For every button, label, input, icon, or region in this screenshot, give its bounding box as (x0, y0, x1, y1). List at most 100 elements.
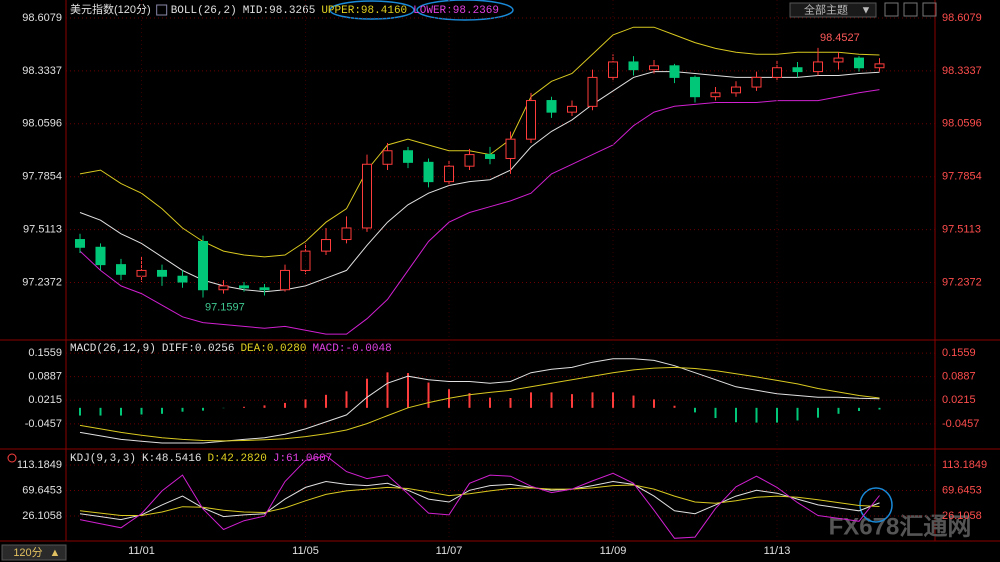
y2-tick-label: 98.3337 (942, 65, 982, 77)
line-series (79, 455, 880, 539)
high-label: 98.4527 (820, 32, 860, 44)
y-tick-label: 0.1559 (28, 347, 62, 359)
period-button[interactable] (1, 544, 67, 561)
y2-tick-label: 113.1849 (942, 459, 987, 471)
period-arrow[interactable]: ▲ (50, 547, 61, 559)
candle-body (403, 150, 413, 163)
period-label[interactable]: 120分 (13, 546, 42, 559)
candle-body (669, 65, 680, 78)
y2-tick-label: 98.6079 (942, 12, 982, 24)
candle-body (505, 138, 516, 159)
candle-body (75, 239, 85, 248)
x-tick-label: 11/01 (128, 545, 155, 557)
legend-entry: BOLL(26,2) (171, 5, 237, 17)
candle-body (649, 65, 659, 71)
y-tick-label: 69.6453 (22, 484, 62, 496)
legend-entry: MID:98.3265 (243, 5, 316, 17)
highlight-circle (329, 0, 415, 20)
y-tick-label: 97.7854 (22, 171, 62, 183)
legend-entry: DEA:0.0280 (240, 343, 306, 355)
watermark: FX678汇通网 (829, 513, 972, 540)
y2-tick-label: -0.0457 (942, 418, 979, 430)
legend-entry: MACD(26,12,9) (70, 343, 156, 355)
indicator-icon (156, 4, 168, 16)
legend-entry: KDJ(9,3,3) (70, 453, 136, 465)
theme-button-label[interactable]: 全部主题 (804, 2, 848, 16)
candle-body (198, 240, 208, 291)
candle-body (546, 100, 557, 113)
x-tick-label: 11/07 (436, 545, 463, 557)
candle-body (259, 287, 270, 291)
candle-body (321, 239, 331, 252)
candle-body (731, 86, 741, 94)
line-series (79, 26, 880, 258)
candle-body (95, 246, 106, 266)
icon-button[interactable] (922, 2, 937, 17)
candle-body (526, 100, 536, 140)
legend-entry: K:48.5416 (142, 453, 201, 465)
candle-body (690, 76, 700, 98)
candle-body (792, 67, 803, 73)
y2-tick-label: 97.2372 (942, 276, 982, 288)
y-tick-label: 26.1058 (22, 510, 62, 522)
line-series (79, 484, 880, 516)
legend-entry: UPPER:98.4160 (321, 5, 407, 17)
y-tick-label: 98.0596 (22, 118, 62, 130)
low-label: 97.1597 (205, 301, 245, 313)
icon-button[interactable] (903, 2, 918, 17)
y2-tick-label: 0.0215 (942, 394, 976, 406)
candle-body (136, 269, 147, 277)
dropdown-arrow[interactable]: ▼ (861, 4, 872, 16)
legend-entry: LOWER:98.2369 (413, 5, 499, 17)
y-tick-label: -0.0457 (25, 418, 62, 430)
candle-body (362, 163, 372, 229)
candle-body (464, 154, 475, 167)
candle-body (177, 275, 188, 283)
x-tick-label: 11/09 (600, 545, 627, 557)
y-tick-label: 98.3337 (22, 65, 62, 77)
legend-entry: MACD:-0.0048 (312, 343, 391, 355)
theme-button[interactable] (789, 2, 877, 18)
highlight-circle (859, 487, 893, 523)
candle-body (567, 105, 577, 113)
icon-button[interactable] (884, 2, 899, 17)
candle-body (813, 61, 823, 73)
line-series (79, 480, 880, 521)
candle-body (587, 76, 598, 107)
y-tick-label: 97.2372 (22, 276, 62, 288)
line-series (79, 71, 880, 293)
y2-tick-label: 0.0887 (942, 371, 976, 383)
x-tick-label: 11/13 (764, 545, 791, 557)
candle-body (423, 161, 434, 183)
candle-body (116, 264, 126, 275)
candle-body (280, 269, 290, 291)
highlight-circle (416, 0, 514, 21)
x-tick-label: 11/05 (292, 545, 319, 557)
y2-tick-label: 26.1058 (942, 510, 982, 522)
candle-body (485, 154, 495, 159)
y2-tick-label: 97.5113 (942, 224, 981, 236)
candle-body (341, 227, 352, 241)
chart-title: 美元指数(120分) (70, 2, 151, 16)
candle-body (218, 285, 229, 291)
y2-tick-label: 98.0596 (942, 118, 982, 130)
y-tick-label: 0.0215 (28, 394, 62, 406)
y2-tick-label: 97.7854 (942, 171, 982, 183)
legend-entry: J:61.0607 (273, 453, 332, 465)
y-tick-label: 98.6079 (22, 12, 62, 24)
candle-body (833, 57, 844, 63)
candle-body (608, 61, 618, 78)
y-tick-label: 97.5113 (23, 224, 62, 236)
candle-body (874, 63, 885, 69)
candle-body (854, 57, 864, 69)
line-series (79, 366, 880, 442)
candle-body (710, 92, 721, 98)
legend-entry: DIFF:0.0256 (162, 343, 235, 355)
y-tick-label: 0.0887 (28, 371, 62, 383)
candle-body (444, 165, 454, 183)
candle-body (239, 285, 249, 289)
legend-entry: D:42.2820 (207, 453, 266, 465)
candle-body (751, 76, 762, 88)
